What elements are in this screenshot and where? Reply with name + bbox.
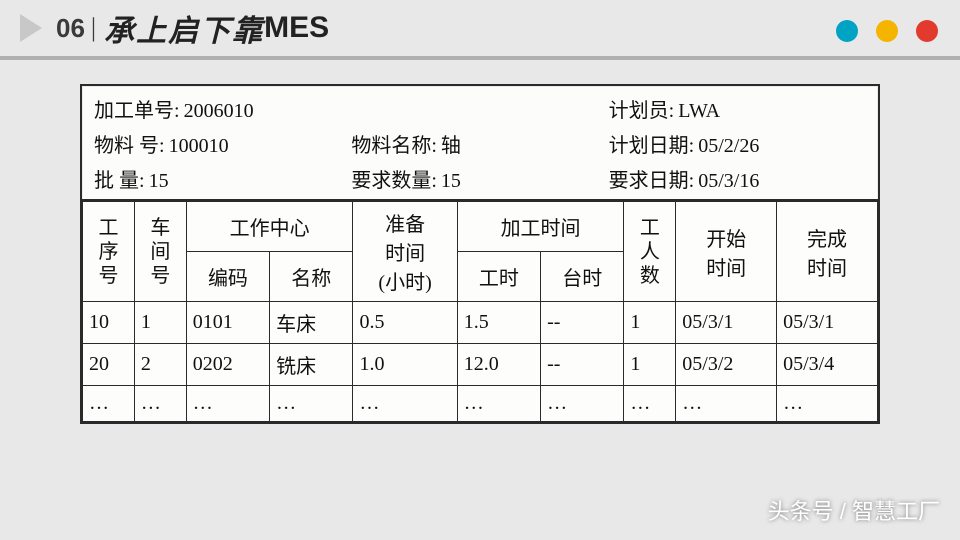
triangle-icon (20, 14, 42, 42)
col-proc-mach: 台时 (541, 252, 624, 302)
req-date: 要求日期:05/3/16 (609, 164, 866, 193)
col-finish: 完成时间 (777, 202, 878, 302)
accent-dots (836, 20, 938, 42)
dot-yellow (876, 20, 898, 42)
title-en: MES (264, 11, 329, 45)
section-number: 06 (56, 13, 85, 44)
col-shop: 车间号 (134, 202, 186, 302)
table-row: … … … … … … … … … … (83, 386, 878, 422)
col-start: 开始时间 (676, 202, 777, 302)
form-meta: 加工单号:2006010 计划员:LWA 物料 号:100010 物料名称:轴 … (82, 86, 878, 201)
plan-date: 计划日期:05/2/26 (609, 129, 866, 158)
dot-cyan (836, 20, 858, 42)
table-row: 20 2 0202 铣床 1.0 12.0 -- 1 05/3/2 05/3/4 (83, 344, 878, 386)
col-setup: 准备时间(小时) (353, 202, 457, 302)
table-head: 工序号 车间号 工作中心 准备时间(小时) 加工时间 工人数 开始时间 完成时间… (83, 202, 878, 302)
col-proctime: 加工时间 (457, 202, 624, 252)
table-row: 10 1 0101 车床 0.5 1.5 -- 1 05/3/1 05/3/1 (83, 302, 878, 344)
title-bar: 06 | 承上启下靠 MES (0, 0, 960, 60)
title-zh: 承上启下靠 (104, 6, 264, 50)
col-wc-name: 名称 (270, 252, 353, 302)
material-name: 物料名称:轴 (351, 129, 608, 158)
order-no: 加工单号:2006010 (94, 94, 351, 123)
col-seq: 工序号 (83, 202, 135, 302)
col-workers: 工人数 (624, 202, 676, 302)
separator: | (91, 13, 96, 43)
operations-table: 工序号 车间号 工作中心 准备时间(小时) 加工时间 工人数 开始时间 完成时间… (82, 201, 878, 422)
req-qty: 要求数量:15 (351, 164, 608, 193)
dot-red (916, 20, 938, 42)
col-proc-hour: 工时 (457, 252, 540, 302)
col-wc-code: 编码 (186, 252, 269, 302)
planner: 计划员:LWA (609, 94, 866, 123)
batch: 批 量:15 (94, 164, 351, 193)
col-workcenter: 工作中心 (186, 202, 353, 252)
work-order-form: 加工单号:2006010 计划员:LWA 物料 号:100010 物料名称:轴 … (80, 84, 880, 424)
table-body: 10 1 0101 车床 0.5 1.5 -- 1 05/3/1 05/3/1 … (83, 302, 878, 422)
watermark: 头条号 / 智慧工厂 (768, 494, 940, 526)
material-no: 物料 号:100010 (94, 129, 351, 158)
spacer (351, 94, 608, 123)
